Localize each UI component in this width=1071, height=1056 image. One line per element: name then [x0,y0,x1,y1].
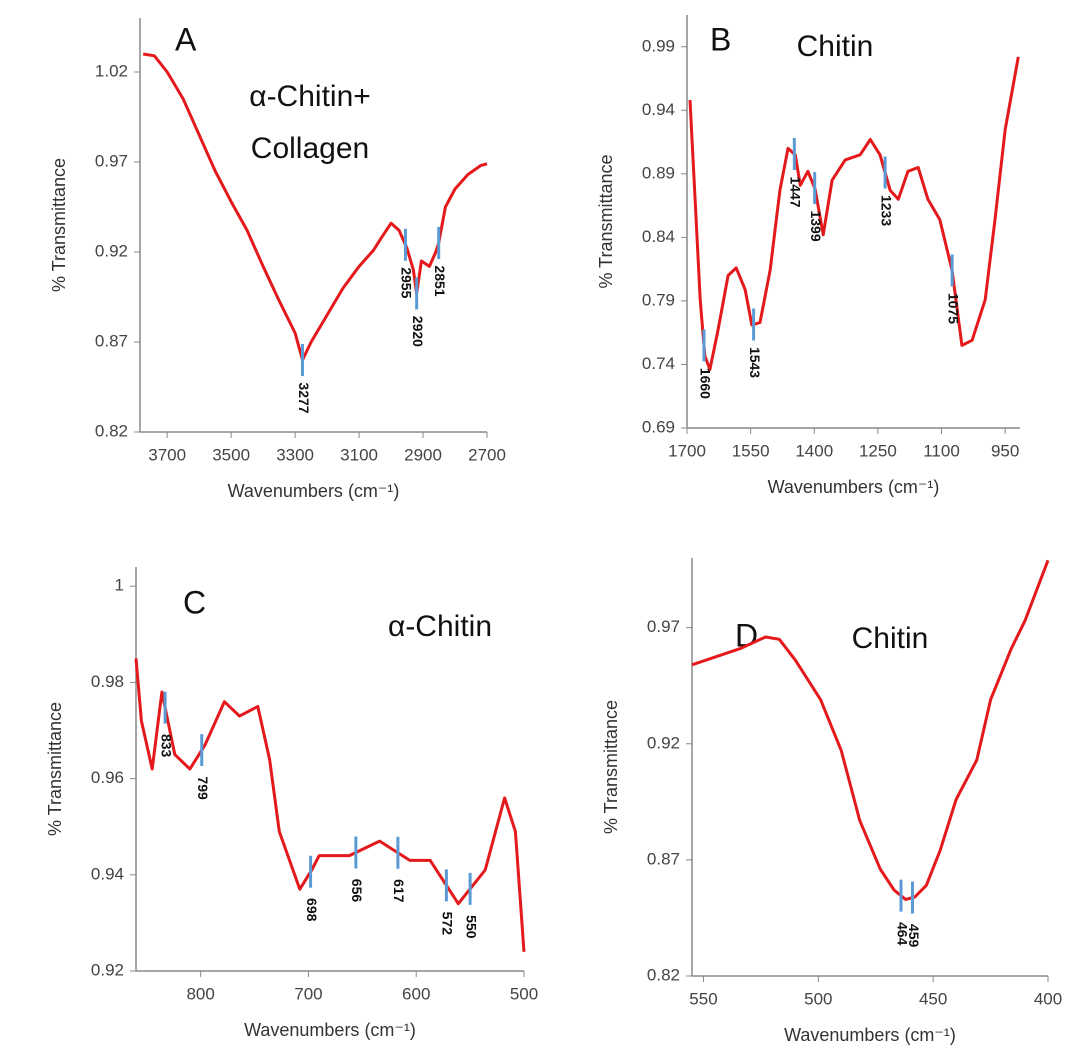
x-tick-label: 800 [186,984,214,1003]
annotation: Collagen [251,132,369,165]
peak-label: 550 [463,915,479,939]
x-tick-label: 2700 [468,445,506,464]
y-tick-label: 0.92 [95,241,128,260]
y-tick-label: 0.97 [647,617,680,636]
peak-label: 1075 [945,293,961,324]
peak-label: 1399 [808,210,824,241]
x-axis-label: Wavenumbers (cm⁻¹) [768,477,940,497]
peak-label: 1447 [788,176,804,207]
y-axis-label: % Transmittance [45,702,65,836]
x-tick-label: 1550 [732,441,770,460]
x-tick-label: 550 [689,989,717,1008]
y-tick-label: 0.99 [642,36,675,55]
peak-label: 617 [391,879,407,903]
y-tick-label: 0.87 [647,849,680,868]
peak-label: 459 [906,924,922,948]
peak-label: 698 [304,898,320,922]
y-tick-label: 0.94 [91,864,124,883]
peak-label: 799 [195,776,211,800]
annotation: Chitin [852,622,929,655]
x-tick-label: 600 [402,984,430,1003]
y-axis-label: % Transmittance [601,700,621,834]
y-tick-label: 0.69 [642,417,675,436]
y-tick-label: 0.89 [642,163,675,182]
spectrum-line [688,56,1020,371]
x-tick-label: 1100 [923,441,960,460]
x-axis-label: Wavenumbers (cm⁻¹) [784,1025,956,1045]
x-tick-label: 500 [804,989,832,1008]
peak-label: 656 [349,879,365,903]
x-tick-label: 1250 [859,441,897,460]
peak-label: 1543 [747,347,763,378]
x-tick-label: 500 [510,984,538,1003]
x-tick-label: 3500 [212,445,250,464]
y-tick-label: 1.02 [95,61,128,80]
y-tick-label: 0.96 [91,768,124,787]
x-tick-label: 3700 [148,445,186,464]
y-tick-label: 0.92 [91,960,124,979]
peak-label: 2920 [410,316,426,347]
y-tick-label: 0.87 [95,331,128,350]
y-axis-label: % Transmittance [596,154,616,288]
x-tick-label: 700 [294,984,322,1003]
y-tick-label: 0.94 [642,100,675,119]
x-tick-label: 2900 [404,445,442,464]
x-tick-label: 3100 [340,445,378,464]
x-tick-label: 3300 [276,445,314,464]
y-tick-label: 0.82 [647,965,680,984]
y-axis-label: % Transmittance [49,158,69,292]
spectrum-line [691,559,1050,901]
x-tick-label: 950 [991,441,1019,460]
peak-label: 833 [158,734,174,758]
y-tick-label: 0.97 [95,151,128,170]
y-tick-label: 0.74 [642,354,675,373]
y-tick-label: 1 [115,576,124,595]
x-tick-label: 450 [919,989,947,1008]
x-axis-label: Wavenumbers (cm⁻¹) [244,1020,416,1040]
peak-label: 572 [440,912,456,936]
peak-label: 1233 [878,195,894,226]
peak-label: 464 [894,922,910,946]
peak-label: 2851 [432,265,448,296]
annotation: α-Chitin+ [249,80,371,113]
panel-title: B [710,21,731,57]
y-tick-label: 0.79 [642,290,675,309]
y-tick-label: 0.92 [647,733,680,752]
y-tick-label: 0.98 [91,672,124,691]
x-axis-label: Wavenumbers (cm⁻¹) [228,481,400,501]
x-tick-label: 1700 [668,441,706,460]
panel-title: C [183,584,206,620]
x-tick-label: 400 [1034,989,1062,1008]
y-tick-label: 0.82 [95,421,128,440]
panel-title: A [175,21,197,57]
annotation: Chitin [797,30,874,63]
peak-label: 3277 [296,382,312,413]
x-tick-label: 1400 [795,441,833,460]
y-tick-label: 0.84 [642,227,675,246]
annotation: α-Chitin [388,610,492,643]
peak-label: 1660 [697,368,713,399]
peak-label: 2955 [399,267,415,298]
spectrum-line [134,658,526,952]
